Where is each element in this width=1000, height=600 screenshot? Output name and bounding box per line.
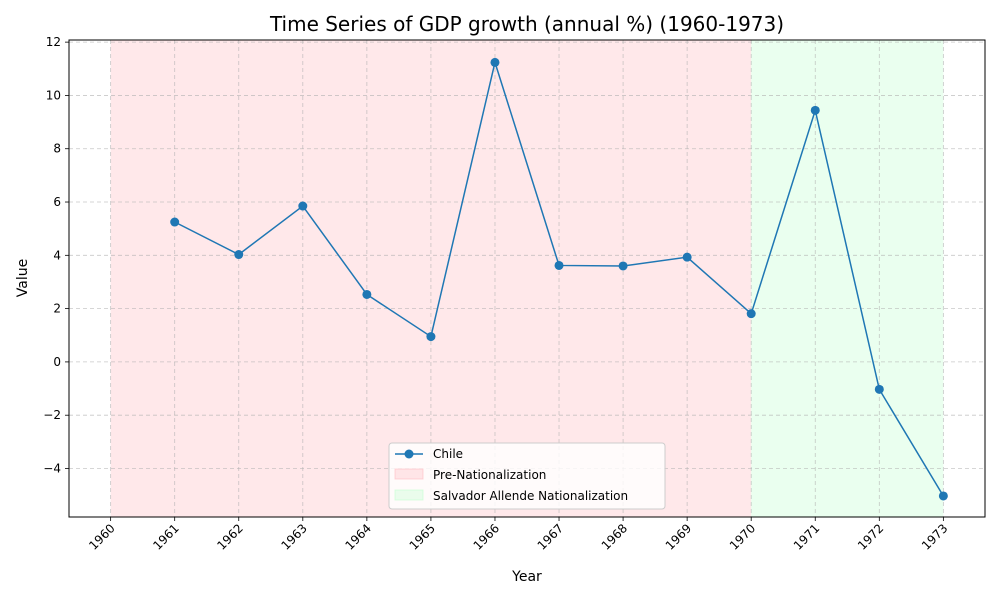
- x-axis-ticks: 1960 1961 1962 1963 1964 1965 1966 1967 1968 1969…: [86, 517, 950, 553]
- x-tick-label: 1962: [214, 521, 245, 552]
- legend-swatch-pre-nationalization: [394, 468, 424, 480]
- data-point: [490, 57, 500, 67]
- x-tick-label: 1965: [407, 521, 438, 552]
- x-tick-label: 1966: [471, 521, 502, 552]
- data-point: [554, 260, 564, 270]
- legend-label-chile: Chile: [433, 447, 463, 461]
- data-point: [426, 332, 436, 342]
- x-tick-label: 1964: [342, 521, 373, 552]
- y-axis-ticks: −4 −2 0 2 4 6 8 10 12: [43, 35, 69, 476]
- y-tick-label: 10: [46, 88, 61, 102]
- x-tick-label: 1971: [791, 521, 822, 552]
- data-point: [810, 105, 820, 115]
- data-point: [938, 491, 948, 501]
- data-point: [298, 201, 308, 211]
- grid-layer: [69, 40, 985, 517]
- x-tick-label: 1969: [663, 521, 694, 552]
- legend-label-pre-nationalization: Pre-Nationalization: [433, 468, 546, 482]
- legend-marker-chile: [404, 449, 414, 459]
- y-tick-label: 4: [53, 248, 61, 262]
- plot-area-frame: [68, 39, 986, 518]
- y-tick-label: −2: [43, 408, 61, 422]
- period-band-1: [751, 40, 944, 517]
- y-tick-label: 8: [53, 142, 61, 156]
- x-tick-label: 1972: [855, 521, 886, 552]
- y-axis-label: Value: [15, 259, 31, 297]
- data-point: [682, 252, 692, 262]
- legend-swatch-allende-nationalization: [394, 489, 424, 501]
- x-tick-label: 1968: [599, 521, 630, 552]
- data-point: [234, 250, 244, 260]
- x-tick-label: 1967: [535, 521, 566, 552]
- series-layer: [170, 57, 948, 501]
- legend-box: [388, 442, 666, 510]
- y-tick-label: 0: [53, 355, 61, 369]
- x-tick-label: 1960: [86, 521, 117, 552]
- y-tick-label: −4: [43, 462, 61, 476]
- x-tick-label: 1961: [150, 521, 181, 552]
- x-tick-label: 1973: [919, 521, 950, 552]
- y-tick-label: 2: [53, 302, 61, 316]
- chart-title: Time Series of GDP growth (annual %) (19…: [269, 12, 784, 36]
- data-point: [746, 309, 756, 319]
- data-point: [170, 217, 180, 227]
- legend: Chile Pre-Nationalization Salvador Allen…: [388, 442, 666, 510]
- x-axis-label: Year: [511, 569, 542, 585]
- x-tick-label: 1963: [278, 521, 309, 552]
- y-tick-label: 6: [53, 195, 61, 209]
- x-tick-label: 1970: [727, 521, 758, 552]
- data-point: [362, 289, 372, 299]
- data-point: [618, 261, 628, 271]
- data-point: [874, 384, 884, 394]
- y-tick-label: 12: [46, 35, 61, 49]
- legend-label-allende-nationalization: Salvador Allende Nationalization: [433, 489, 628, 503]
